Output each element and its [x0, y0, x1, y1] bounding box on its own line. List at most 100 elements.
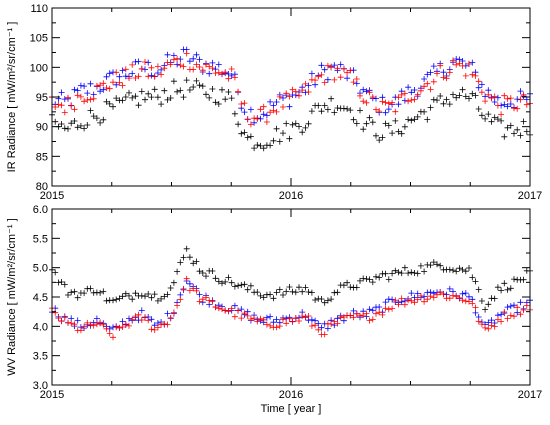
data-point [469, 274, 476, 281]
data-point [373, 95, 379, 102]
data-point [414, 296, 421, 303]
data-point [517, 311, 524, 318]
data-point [296, 92, 302, 99]
data-point [164, 291, 171, 298]
data-point [395, 269, 402, 276]
data-point [273, 99, 280, 105]
data-point [453, 293, 460, 300]
data-point [58, 102, 65, 109]
data-point [203, 61, 209, 68]
data-point [273, 316, 280, 323]
data-point [174, 61, 181, 68]
data-point [379, 98, 386, 105]
data-point [478, 89, 485, 96]
data-point [446, 266, 453, 273]
data-point [421, 108, 428, 115]
data-point [190, 55, 197, 62]
data-point [501, 101, 508, 108]
data-point [475, 106, 482, 112]
data-point [398, 270, 405, 277]
data-point [116, 324, 123, 331]
data-point [55, 279, 62, 286]
data-point [270, 295, 277, 302]
data-point [186, 280, 193, 287]
data-point [408, 297, 415, 304]
data-point [344, 279, 351, 286]
data-point [77, 93, 84, 100]
data-point [251, 315, 258, 322]
data-point [276, 286, 283, 293]
data-point [360, 86, 367, 93]
data-point [215, 61, 222, 68]
data-point [71, 321, 78, 328]
data-point [424, 71, 431, 78]
data-point [523, 128, 530, 135]
data-point [379, 311, 386, 318]
data-point [129, 61, 136, 68]
data-point [514, 126, 521, 133]
data-point [145, 317, 152, 324]
data-point [177, 296, 184, 303]
data-point [183, 77, 190, 84]
data-point [417, 87, 424, 94]
data-point [507, 122, 514, 129]
data-point [302, 313, 309, 320]
ir-radiance-panel: 80 85 90 95 100 105 110 2015 2016 2017 IR Radiance… [6, 3, 542, 202]
data-point [511, 313, 517, 320]
data-point [119, 67, 126, 74]
data-point [97, 119, 104, 126]
data-point [164, 310, 171, 317]
data-point [247, 121, 254, 128]
data-point [443, 96, 450, 103]
data-point [219, 306, 225, 313]
data-point [369, 119, 376, 126]
data-point [382, 109, 389, 116]
data-point [103, 73, 110, 80]
data-point [517, 132, 524, 139]
data-point [334, 320, 341, 327]
data-point [373, 106, 379, 113]
data-points [49, 46, 533, 152]
data-point [324, 62, 331, 69]
data-point [328, 64, 335, 71]
y-axis: 3.0 3.5 4.0 4.5 5.0 5.5 6.0 [33, 204, 530, 392]
data-point [132, 93, 139, 100]
data-point [235, 282, 242, 289]
data-point [440, 69, 447, 76]
data-point [148, 72, 155, 79]
data-point [212, 304, 219, 311]
data-point [225, 75, 232, 82]
data-point [401, 301, 408, 308]
data-point [135, 102, 142, 109]
data-point [414, 290, 421, 297]
data-point [340, 105, 347, 112]
data-point [501, 92, 508, 99]
data-point [174, 302, 181, 309]
data-point [180, 63, 187, 70]
data-point [315, 320, 322, 327]
data-point [260, 294, 267, 301]
data-point [206, 70, 213, 77]
data-point [408, 97, 415, 104]
data-point [174, 88, 181, 95]
x-axis-title: Time [ year ] [261, 403, 322, 415]
data-point [225, 89, 232, 95]
data-point [389, 130, 396, 137]
data-point [421, 268, 428, 275]
data-point [84, 97, 91, 103]
x-tick-label: 2015 [40, 190, 64, 202]
data-point [491, 323, 498, 330]
data-point [276, 138, 283, 145]
plot-frame [51, 208, 531, 386]
data-point [424, 296, 431, 303]
data-point [360, 126, 367, 133]
data-point [106, 330, 113, 337]
data-point [289, 86, 296, 93]
data-point [77, 122, 84, 129]
data-point [273, 125, 280, 132]
data-point [302, 124, 309, 131]
data-point [254, 142, 261, 148]
data-point [164, 51, 171, 58]
data-point [52, 269, 59, 276]
data-point [501, 133, 508, 140]
